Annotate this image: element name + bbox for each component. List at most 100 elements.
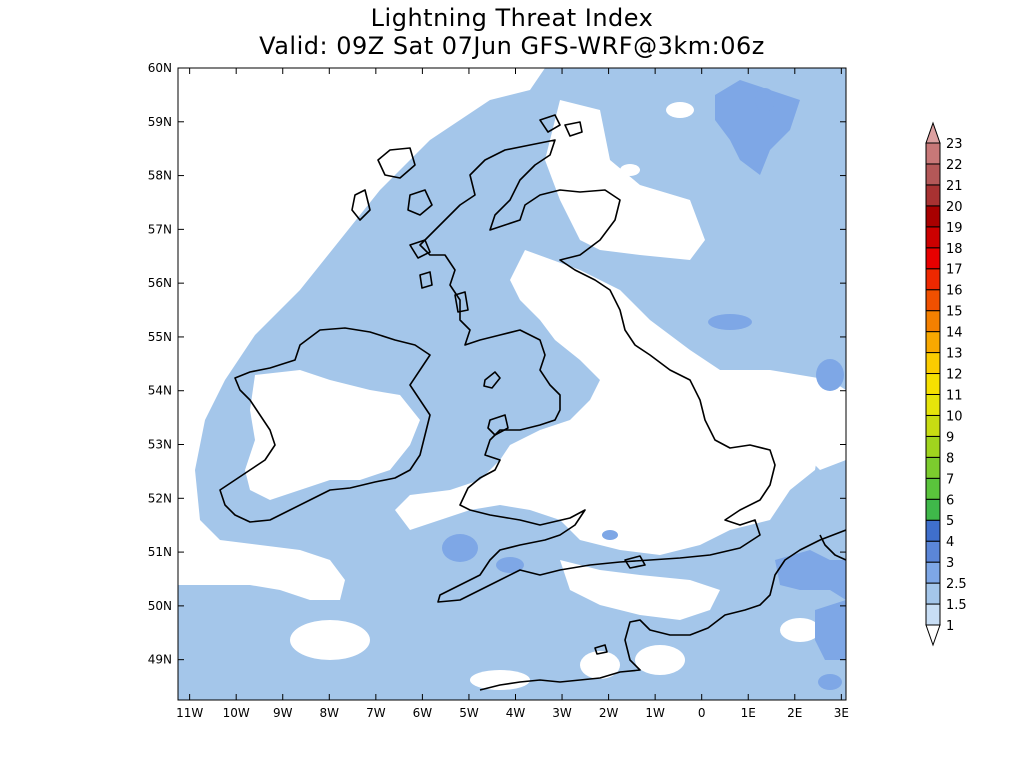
coastlines [219,114,846,691]
colorbar-segment [925,163,941,186]
colorbar-segment [925,582,941,605]
lat-tick-label: 50N [148,599,172,613]
colorbar-label: 8 [946,451,954,466]
lon-tick-label: 11W [176,706,203,720]
colorbar-label: 23 [946,137,963,152]
colorbar-segment [925,393,941,416]
white-patch [666,102,694,118]
colorbar-label: 1 [946,619,954,634]
white-region-channel [560,560,720,620]
no-threat-areas [178,68,846,690]
dark-patch [708,314,752,330]
colorbar-segment [925,477,941,500]
white-region-north-sea [700,370,846,470]
lat-tick-label: 49N [148,653,172,667]
coastline-orkney [539,114,561,133]
dark-patch [816,359,844,391]
white-region-north [545,100,705,260]
colorbar-label: 5 [946,514,954,529]
colorbar-segment [925,519,941,542]
colorbar-label: 22 [946,158,963,173]
colorbar-segment [925,331,941,354]
colorbar-label: 15 [946,305,963,320]
colorbar-label: 6 [946,493,954,508]
lon-tick-label: 1W [645,706,665,720]
lat-tick-label: 53N [148,438,172,452]
lat-tick-label: 57N [148,222,172,236]
colorbar-label: 2.5 [946,577,967,592]
dark-patch [775,550,846,600]
lon-tick-label: 0 [698,706,706,720]
lon-tick-label: 4W [506,706,526,720]
map-area [178,68,846,700]
chart-subtitle: Valid: 09Z Sat 07Jun GFS-WRF@3km:06z [259,32,765,60]
colorbar-label: 20 [946,200,963,215]
colorbar-label: 4 [946,535,954,550]
colorbar-label: 16 [946,284,963,299]
colorbar-label: 19 [946,221,963,236]
colorbar-segment [925,373,941,395]
colorbar-label: 18 [946,242,963,257]
lat-tick-label: 51N [148,545,172,559]
lat-tick-label: 60N [148,61,172,75]
lon-tick-label: 3W [552,706,572,720]
lat-tick-label: 52N [148,491,172,505]
dark-patch [602,530,618,540]
colorbar-label: 14 [946,326,963,341]
coastline-isle-of-man [483,371,501,389]
colorbar-label: 7 [946,472,954,487]
dark-patch [442,534,478,562]
colorbar-label: 3 [946,556,954,571]
white-patch [580,651,620,679]
coastline-jersey [594,644,608,655]
coastline-great-britain [419,139,776,603]
colorbar: 1 1.5 2.5 3 4 5 6 7 8 9 10 11 12 13 14 15 16 17 18 19 20 21 22… [925,121,967,647]
colorbar-segment [925,603,941,626]
colorbar-segment [925,435,941,458]
lat-tick-label: 55N [148,330,172,344]
dark-patch [715,80,800,175]
colorbar-segment [925,226,941,249]
coastline-france [479,529,846,691]
colorbar-segment [925,310,941,333]
coastline-ireland [219,327,431,523]
lon-tick-label: 10W [223,706,250,720]
coastline-isle-of-wight [624,555,646,569]
threat-field-level-1-5 [442,80,846,690]
lat-tick-label: 59N [148,115,172,129]
colorbar-segment [925,456,941,479]
lon-tick-label: 1E [741,706,756,720]
white-region-atlantic [178,68,545,600]
lat-tick-label: 58N [148,169,172,183]
lon-tick-label: 3E [834,706,849,720]
lon-tick-label: 2E [787,706,802,720]
coastline-mull [409,239,431,259]
dark-patch [815,600,846,660]
white-patch [780,618,820,642]
colorbar-segment [925,289,941,312]
colorbar-segment [925,352,941,375]
coastline-islay [419,271,433,289]
dark-patch [818,674,842,690]
colorbar-label: 10 [946,409,963,424]
lat-tick-label: 56N [148,276,172,290]
colorbar-segment [925,205,941,228]
colorbar-label: 17 [946,263,963,278]
colorbar-segment [925,247,941,270]
dark-patch [755,88,775,112]
colorbar-segment [925,414,941,437]
colorbar-label: 1.5 [946,598,967,613]
chart-title: Lightning Threat Index [370,4,654,32]
white-patch [470,670,530,690]
lon-tick-label: 8W [320,706,340,720]
white-patch [290,620,370,660]
coastline-belgium [819,534,846,561]
white-patch [620,164,640,176]
white-patch [635,645,685,675]
colorbar-top-arrow [925,121,941,144]
coastline-hebrides [377,147,416,179]
colorbar-segment [925,184,941,207]
colorbar-segment [925,142,941,165]
coastline-orkney-2 [564,121,583,137]
